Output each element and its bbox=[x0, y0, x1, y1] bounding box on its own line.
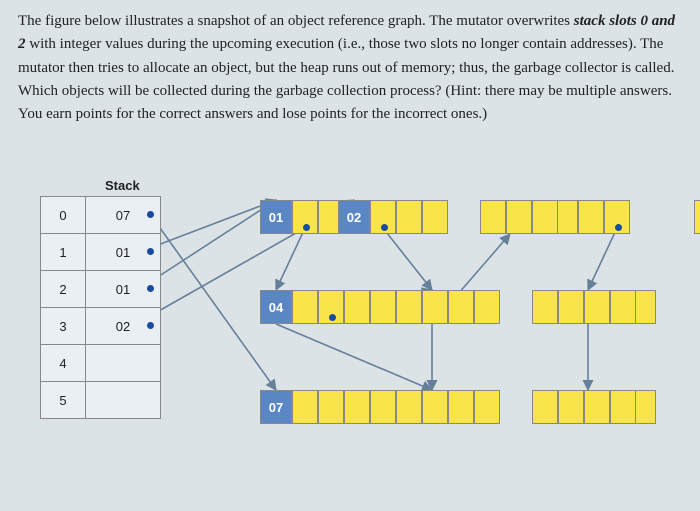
reference-arrow bbox=[588, 228, 617, 290]
heap-cell bbox=[370, 290, 396, 324]
heap-cell bbox=[448, 290, 474, 324]
stack-index: 0 bbox=[41, 197, 86, 234]
heap-cell bbox=[396, 290, 422, 324]
heap-cell bbox=[558, 290, 584, 324]
heap-cell bbox=[532, 390, 558, 424]
heap-cell bbox=[480, 200, 506, 234]
heap-cell bbox=[584, 290, 610, 324]
heap-cell bbox=[532, 290, 558, 324]
heap-object-header: 02 bbox=[338, 200, 370, 234]
heap-cell bbox=[506, 200, 532, 234]
heap-cell bbox=[396, 390, 422, 424]
heap-cell bbox=[292, 290, 318, 324]
stack-slot bbox=[86, 345, 161, 382]
reference-arrow bbox=[276, 228, 305, 290]
question-text: The figure below illustrates a snapshot … bbox=[18, 10, 682, 126]
pointer-dot bbox=[615, 224, 622, 231]
pointer-dot bbox=[147, 211, 154, 218]
stack-slot: 01 bbox=[86, 234, 161, 271]
heap-cell bbox=[610, 290, 636, 324]
pointer-dot bbox=[303, 224, 310, 231]
stack-index: 4 bbox=[41, 345, 86, 382]
stack-index: 3 bbox=[41, 308, 86, 345]
heap-cell bbox=[694, 200, 700, 234]
heap-cell bbox=[292, 390, 318, 424]
pointer-dot bbox=[147, 322, 154, 329]
stack-slot bbox=[86, 382, 161, 419]
heap-cell bbox=[370, 200, 396, 234]
heap-cell bbox=[318, 290, 344, 324]
heap-cell bbox=[344, 290, 370, 324]
heap-cell bbox=[584, 390, 610, 424]
heap-cell bbox=[474, 390, 500, 424]
heap-cell bbox=[578, 200, 604, 234]
heap-cell bbox=[532, 200, 558, 234]
pointer-dot bbox=[329, 314, 336, 321]
stack-index: 2 bbox=[41, 271, 86, 308]
stack-label: Stack bbox=[105, 178, 140, 193]
stack-index: 1 bbox=[41, 234, 86, 271]
stack-slot: 01 bbox=[86, 271, 161, 308]
pointer-dot bbox=[147, 285, 154, 292]
stack-table: 00710120130245 bbox=[40, 196, 161, 419]
stack-slot: 07 bbox=[86, 197, 161, 234]
reference-arrow bbox=[383, 228, 432, 290]
heap-cell bbox=[448, 390, 474, 424]
heap-object-header: 04 bbox=[260, 290, 292, 324]
pointer-dot bbox=[381, 224, 388, 231]
reference-arrow bbox=[276, 324, 432, 390]
heap-cell bbox=[422, 200, 448, 234]
heap-cell bbox=[318, 390, 344, 424]
heap-cell bbox=[292, 200, 318, 234]
heap-cell bbox=[610, 390, 636, 424]
heap-object-header: 07 bbox=[260, 390, 292, 424]
reference-graph-diagram: Stack 00710120130245 010203040506070809 bbox=[0, 170, 700, 511]
pointer-dot bbox=[147, 248, 154, 255]
heap-cell bbox=[422, 290, 448, 324]
heap-cell bbox=[558, 390, 584, 424]
heap-cell bbox=[422, 390, 448, 424]
heap-cell bbox=[604, 200, 630, 234]
stack-index: 5 bbox=[41, 382, 86, 419]
heap-object-header: 01 bbox=[260, 200, 292, 234]
heap-cell bbox=[344, 390, 370, 424]
heap-cell bbox=[474, 290, 500, 324]
heap-cell bbox=[396, 200, 422, 234]
stack-slot: 02 bbox=[86, 308, 161, 345]
heap-cell bbox=[370, 390, 396, 424]
